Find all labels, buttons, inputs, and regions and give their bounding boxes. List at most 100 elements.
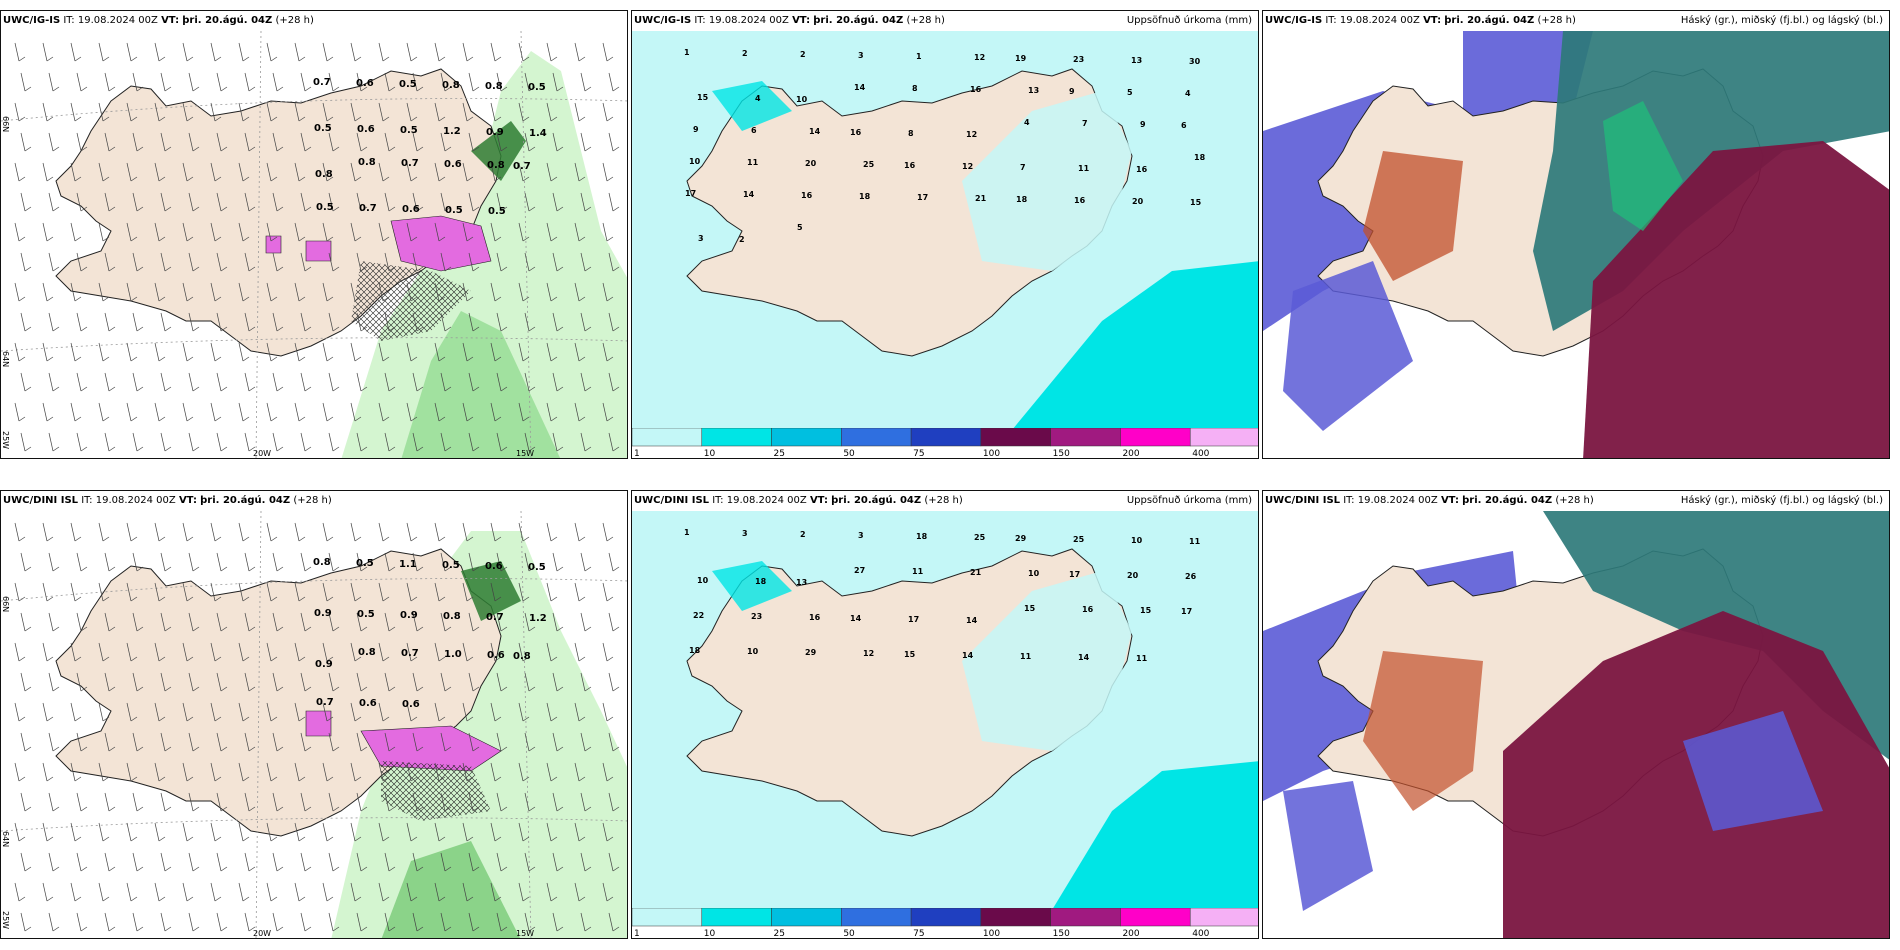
wind-barb (76, 132, 82, 152)
wind-barb-flag (24, 566, 32, 572)
wind-barb (406, 822, 412, 842)
wind-barb-flag (612, 866, 620, 872)
wind-barb-flag (522, 896, 530, 902)
wind-barb (48, 192, 54, 212)
wind-barb-flag (606, 356, 614, 362)
wind-barb (378, 642, 384, 662)
wind-barb (98, 342, 104, 362)
wind-barb-flag (522, 836, 530, 842)
wind-barb-flag (52, 146, 60, 152)
wind-barb-flag (466, 296, 474, 302)
wind-barb-flag (382, 296, 390, 302)
wind-barb-flag (108, 806, 116, 812)
wind-barb-flag (444, 686, 452, 692)
wind-barb-flag (578, 296, 586, 302)
value-label: 6 (751, 126, 757, 135)
wind-barb-flag (52, 806, 60, 812)
wind-barb (378, 522, 384, 542)
value-label: 0.7 (313, 77, 331, 88)
wind-barb (552, 552, 558, 572)
wind-barb (154, 402, 160, 422)
wind-barb-flag (24, 206, 32, 212)
wind-barb (356, 192, 362, 212)
value-label: 16 (809, 613, 821, 622)
wind-barb (356, 132, 362, 152)
wind-barb-flag (130, 836, 138, 842)
wind-barb-flag (410, 416, 418, 422)
panel-header: UWC/DINI ISL IT: 19.08.2024 00Z VT: þri.… (1263, 491, 1889, 511)
value-label: 3 (698, 234, 704, 243)
wind-barb (238, 582, 244, 602)
wind-barb (154, 762, 160, 782)
wind-barb (266, 102, 272, 122)
wind-barb (300, 552, 306, 572)
wind-barb-flag (74, 716, 82, 722)
wind-barb-flag (528, 386, 536, 392)
wind-barb (322, 702, 328, 722)
wind-barb-flag (192, 686, 200, 692)
wind-barb-flag (522, 296, 530, 302)
wind-barb-flag (416, 686, 424, 692)
wind-barb (20, 252, 26, 272)
wind-barb-flag (360, 926, 368, 932)
panel-dini-wind: UWC/DINI ISL IT: 19.08.2024 00Z VT: þri.… (0, 490, 628, 939)
wind-barb (126, 222, 132, 242)
wind-barb (244, 792, 250, 812)
wind-barb-flag (522, 536, 530, 542)
wind-barb-flag (130, 416, 138, 422)
wind-barb (294, 642, 300, 662)
wind-barb (188, 312, 194, 332)
wind-barb (440, 252, 446, 272)
wind-barb (188, 432, 194, 452)
wind-barb (440, 672, 446, 692)
value-label: 0.6 (402, 699, 420, 710)
wind-barb (518, 102, 524, 122)
colorbar-tick-label: 150 (1053, 929, 1070, 938)
wind-barb-flag (416, 146, 424, 152)
wind-barb-flag (550, 716, 558, 722)
wind-barb (154, 42, 160, 62)
wind-barb (434, 342, 440, 362)
wind-barb (580, 252, 586, 272)
colorbar-swatch (841, 908, 912, 927)
wind-barb (490, 642, 496, 662)
lon-label-15: 15W (516, 929, 534, 938)
wind-barb-flag (164, 146, 172, 152)
wind-barb (70, 42, 76, 62)
wind-barb (580, 732, 586, 752)
wind-barb (126, 522, 132, 542)
wind-barb-flag (164, 206, 172, 212)
wind-barb (160, 552, 166, 572)
wind-barb-flag (304, 626, 312, 632)
wind-barb-flag (304, 926, 312, 932)
wind-barb (602, 102, 608, 122)
wind-barb (580, 432, 586, 452)
wind-barb-flag (192, 86, 200, 92)
wind-barb-flag (578, 716, 586, 722)
value-label: 0.5 (488, 206, 506, 217)
wind-barb (98, 282, 104, 302)
wind-barb-flag (494, 356, 502, 362)
wind-barb-flag (500, 146, 508, 152)
wind-barb-flag (186, 116, 194, 122)
wind-barb (244, 252, 250, 272)
wind-barb-flag (472, 266, 480, 272)
wind-barb-flag (360, 686, 368, 692)
wind-barb (272, 252, 278, 272)
wind-barb-flag (556, 446, 564, 452)
wind-barb (210, 642, 216, 662)
wind-barb (48, 792, 54, 812)
wind-barb (14, 822, 20, 842)
wind-barb (14, 882, 20, 902)
wind-barb-flag (438, 416, 446, 422)
wind-barb-flag (612, 446, 620, 452)
wind-barb (300, 312, 306, 332)
wind-barb (602, 342, 608, 362)
wind-barb (132, 72, 138, 92)
wind-barb-flag (270, 536, 278, 542)
colorbar-swatch (1120, 908, 1191, 927)
wind-barb-flag (382, 836, 390, 842)
wind-barb-flag (186, 176, 194, 182)
wind-barb-flag (332, 86, 340, 92)
wind-barb (48, 672, 54, 692)
